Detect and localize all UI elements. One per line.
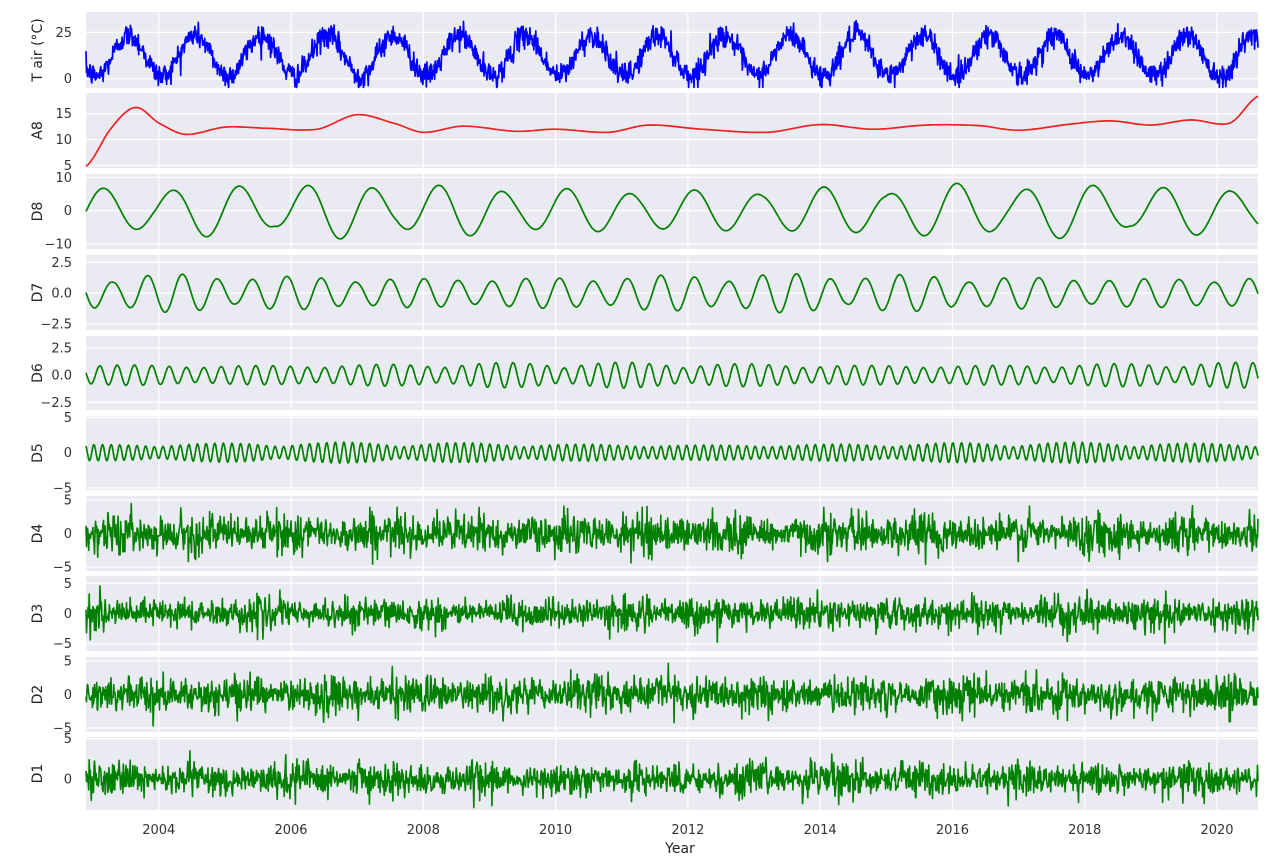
plot-background — [86, 174, 1258, 249]
y-tick-label: −5 — [53, 721, 72, 736]
y-tick-label: 5 — [64, 159, 72, 174]
y-tick-label: 2.5 — [51, 256, 72, 271]
series-line — [85, 272, 1259, 314]
x-axis: 2004 2006 2008 2010 2012 2014 2016 2018 2020 — [142, 823, 1233, 838]
y-axis-label: D2 — [30, 685, 46, 705]
y-tick-label: −10 — [45, 238, 72, 253]
y-tick-label: 5 — [64, 655, 72, 670]
x-tick-label: 2016 — [936, 823, 969, 838]
plot-background — [86, 336, 1258, 410]
y-tick-label: 0 — [64, 607, 72, 622]
y-tick-label: 10 — [55, 133, 72, 148]
series-line — [85, 502, 1259, 566]
y-tick-label: 5 — [64, 494, 72, 509]
y-axis-label: D8 — [30, 202, 46, 222]
y-tick-label: −2.5 — [40, 396, 72, 411]
y-tick-label: −2.5 — [40, 317, 72, 332]
panel-d2: −5 0 5 D2 — [30, 655, 1259, 736]
panel-t: 0 25 T air (°C) — [30, 12, 1259, 89]
x-tick-label: 2008 — [407, 823, 440, 838]
y-tick-label: 5 — [64, 577, 72, 592]
y-tick-label: 0 — [64, 446, 72, 461]
y-axis-label: D5 — [30, 443, 46, 463]
series-line — [85, 662, 1259, 727]
series-line — [85, 182, 1259, 240]
y-axis-label: D1 — [30, 764, 46, 784]
x-axis-label: Year — [664, 841, 695, 857]
plot-background — [86, 255, 1258, 330]
y-tick-label: 15 — [55, 107, 72, 122]
y-tick-label: 5 — [64, 732, 72, 747]
y-axis-label: D3 — [30, 604, 46, 624]
x-tick-label: 2020 — [1200, 823, 1233, 838]
x-tick-label: 2004 — [142, 823, 175, 838]
series-line — [85, 750, 1259, 809]
series-line — [85, 19, 1259, 89]
y-axis-label: A8 — [30, 121, 46, 139]
panel-d1: 0 5 D1 — [30, 732, 1259, 810]
y-tick-label: 5 — [64, 411, 72, 426]
y-tick-label: −5 — [53, 481, 72, 496]
series-line — [85, 585, 1259, 645]
y-axis-label: D7 — [30, 283, 46, 303]
x-tick-label: 2018 — [1068, 823, 1101, 838]
panel-a8: 5 10 15 A8 — [30, 93, 1259, 174]
y-tick-label: 2.5 — [51, 341, 72, 356]
y-tick-label: 0.0 — [51, 287, 72, 302]
x-tick-label: 2014 — [804, 823, 837, 838]
x-tick-label: 2010 — [539, 823, 572, 838]
y-tick-label: −5 — [53, 637, 72, 652]
y-axis-label: T air (°C) — [30, 18, 46, 82]
panel-d4: −5 0 5 D4 — [30, 494, 1259, 575]
panel-d6: −2.5 0.0 2.5 D6 — [30, 336, 1259, 411]
series-line — [85, 361, 1259, 389]
y-tick-label: 0 — [64, 527, 72, 542]
y-tick-label: 0 — [64, 773, 72, 788]
x-tick-label: 2012 — [671, 823, 704, 838]
panel-d7: −2.5 0.0 2.5 D7 — [30, 255, 1259, 332]
panel-d3: −5 0 5 D3 — [30, 576, 1259, 652]
series-line — [85, 441, 1259, 465]
panel-d5: −5 0 5 D5 — [30, 411, 1259, 496]
y-tick-label: 0 — [64, 688, 72, 703]
panel-d8: −10 0 10 D8 — [30, 171, 1259, 253]
y-axis-label: D6 — [30, 363, 46, 383]
plot-background — [86, 93, 1258, 168]
y-tick-label: 10 — [55, 171, 72, 186]
y-tick-label: 0 — [64, 204, 72, 219]
y-axis-label: D4 — [30, 524, 46, 544]
y-tick-label: 0.0 — [51, 369, 72, 384]
y-tick-label: −5 — [53, 560, 72, 575]
series-line — [85, 95, 1259, 168]
y-tick-label: 25 — [55, 26, 72, 41]
x-tick-label: 2006 — [274, 823, 307, 838]
y-tick-label: 0 — [64, 72, 72, 87]
